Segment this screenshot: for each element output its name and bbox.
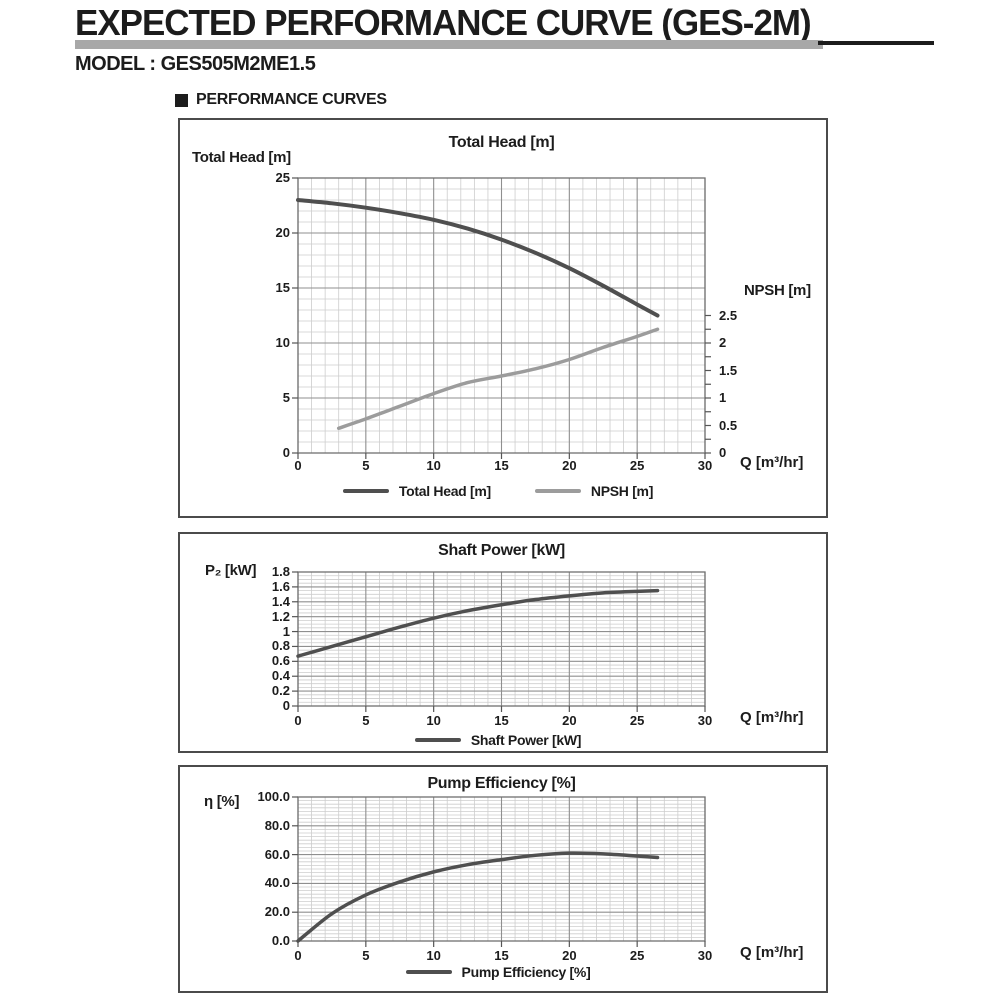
title-underline-gray xyxy=(75,40,823,49)
y2-tick-label: 2 xyxy=(719,335,727,350)
x-tick-label: 5 xyxy=(362,948,370,963)
legend-line-swatch xyxy=(405,970,452,974)
legend-line-swatch xyxy=(342,489,389,493)
y-tick-label: 20 xyxy=(275,225,290,240)
x-tick-label: 20 xyxy=(562,713,577,728)
y-tick-label: 60.0 xyxy=(264,846,290,862)
y-tick-label: 80.0 xyxy=(264,817,290,833)
series-curve xyxy=(296,588,660,658)
legend-label: Shaft Power [kW] xyxy=(470,732,582,748)
legend-item: Total Head [m] xyxy=(342,483,491,499)
y-tick-label: 0.6 xyxy=(271,653,290,669)
legend-line-swatch xyxy=(414,738,461,742)
legend-label: NPSH [m] xyxy=(590,483,654,499)
y-tick-label: 0.8 xyxy=(271,638,290,654)
section-header: PERFORMANCE CURVES xyxy=(175,91,387,109)
x-tick-label: 10 xyxy=(426,948,441,963)
y-tick-label: 0.4 xyxy=(271,668,290,684)
y-axis-label: η [%] xyxy=(204,793,240,810)
y2-axis-label: NPSH [m] xyxy=(744,282,811,299)
legend-item: Pump Efficiency [%] xyxy=(405,964,591,980)
x-tick-label: 5 xyxy=(362,713,370,728)
x-tick-label: 15 xyxy=(494,713,509,728)
x-tick-label: 25 xyxy=(629,713,645,728)
legend-label: Total Head [m] xyxy=(398,483,491,499)
y2-tick-label: 0.5 xyxy=(719,417,738,433)
x-tick-label: 5 xyxy=(362,458,370,473)
x-axis-label: Q [m³/hr] xyxy=(740,454,804,471)
y-tick-label: 15 xyxy=(275,280,290,295)
model-label: MODEL : GES505M2ME1.5 xyxy=(75,53,316,75)
x-tick-label: 10 xyxy=(426,713,441,728)
y-tick-label: 10 xyxy=(275,335,290,350)
page-title: EXPECTED PERFORMANCE CURVE (GES-2M) xyxy=(75,2,812,43)
y-tick-label: 0.2 xyxy=(271,683,290,699)
y-tick-label: 0 xyxy=(282,698,290,713)
legend-item: NPSH [m] xyxy=(534,483,654,499)
legend: Pump Efficiency [%] xyxy=(248,964,748,980)
x-tick-label: 30 xyxy=(697,458,713,473)
y-tick-label: 0 xyxy=(282,445,290,460)
legend-item: Shaft Power [kW] xyxy=(414,732,582,748)
x-tick-label: 0 xyxy=(294,948,302,963)
section-bullet-icon xyxy=(175,93,188,107)
x-tick-label: 15 xyxy=(494,948,509,963)
y-tick-label: 5 xyxy=(282,390,290,405)
y-tick-label: 1.6 xyxy=(271,578,290,594)
section-title: PERFORMANCE CURVES xyxy=(196,91,387,108)
legend-label: Pump Efficiency [%] xyxy=(461,964,591,980)
y-tick-label: 25 xyxy=(275,170,290,185)
chart-title: Pump Efficiency [%] xyxy=(427,775,576,792)
pump-efficiency-chart: Pump Efficiency [%] η [%] Q [m³/hr] Pump… xyxy=(178,765,828,993)
x-tick-label: 10 xyxy=(426,458,441,473)
y2-tick-label: 2.5 xyxy=(719,307,738,323)
y2-tick-label: 1 xyxy=(719,390,727,405)
legend-line-swatch xyxy=(534,489,581,493)
y-tick-label: 1.8 xyxy=(271,564,290,579)
y-tick-label: 0.0 xyxy=(271,933,290,948)
chart-title: Total Head [m] xyxy=(448,134,555,151)
y-tick-label: 40.0 xyxy=(264,875,290,891)
plot-area xyxy=(292,177,711,459)
legend: Total Head [m] NPSH [m] xyxy=(248,483,748,499)
x-axis-label: Q [m³/hr] xyxy=(740,709,804,726)
y-tick-label: 100.0 xyxy=(257,789,290,804)
series-curve xyxy=(336,327,660,430)
x-tick-label: 25 xyxy=(629,948,645,963)
series-curve xyxy=(296,198,660,318)
y-axis-label: Total Head [m] xyxy=(192,149,291,166)
y-tick-label: 1.2 xyxy=(271,608,290,624)
x-tick-label: 20 xyxy=(562,948,577,963)
series-curve xyxy=(296,851,660,943)
y-tick-label: 20.0 xyxy=(264,904,290,920)
x-tick-label: 30 xyxy=(697,948,713,963)
legend: Shaft Power [kW] xyxy=(248,732,748,748)
chart-title: Shaft Power [kW] xyxy=(438,542,565,559)
y-tick-label: 1 xyxy=(282,623,290,639)
y-tick-label: 1.4 xyxy=(271,593,290,609)
x-tick-label: 20 xyxy=(562,458,577,473)
y2-tick-label: 1.5 xyxy=(719,362,738,378)
y2-tick-label: 0 xyxy=(719,445,727,460)
y-axis-label: P₂ [kW] xyxy=(205,562,257,579)
x-tick-label: 15 xyxy=(494,458,509,473)
plot-area xyxy=(292,796,706,947)
x-axis-label: Q [m³/hr] xyxy=(740,944,804,961)
shaft-power-chart: Shaft Power [kW] P₂ [kW] Q [m³/hr] Shaft… xyxy=(178,532,828,753)
x-tick-label: 0 xyxy=(294,713,302,728)
plot-area xyxy=(292,571,706,712)
x-tick-label: 30 xyxy=(697,713,713,728)
x-tick-label: 25 xyxy=(629,458,645,473)
total-head-chart: Total Head [m] Total Head [m] NPSH [m] Q… xyxy=(178,118,828,518)
title-underline-black xyxy=(818,41,934,45)
x-tick-label: 0 xyxy=(294,458,302,473)
